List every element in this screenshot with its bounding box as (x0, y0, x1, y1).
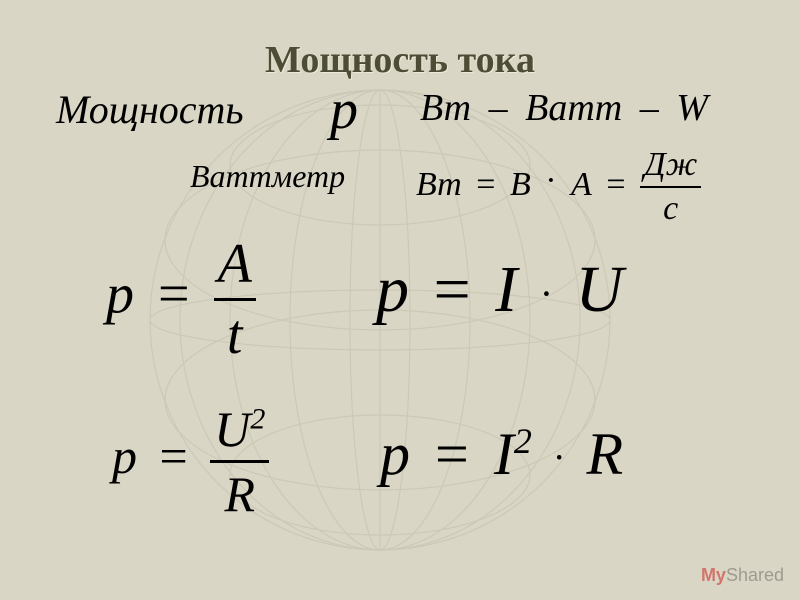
formula-p-u2-r: p = U2 R (112, 400, 269, 523)
equals-1: = (470, 166, 501, 203)
watermark: MyShared (701, 565, 784, 586)
f1-eq: = (148, 263, 200, 325)
f4-r: R (586, 421, 623, 487)
f4-i: I (494, 421, 514, 487)
formula-p-a-over-t: p = A t (106, 232, 256, 367)
symbol-p: p (330, 78, 358, 142)
f4-dot: · (547, 437, 572, 479)
f4-eq: = (425, 421, 479, 487)
page-title: Мощность тока (265, 38, 535, 82)
f2-p: p (376, 253, 409, 326)
f3-eq: = (150, 428, 198, 484)
eq-watt-unit: Вт = В · А = Дж с (416, 146, 701, 228)
f2-eq: = (426, 253, 479, 326)
formula-p-i2r: p = I2 · R (380, 420, 623, 489)
label-wattmeter: Ваттметр (190, 158, 345, 195)
f1-p: p (106, 263, 134, 325)
f3-u: U (214, 401, 250, 457)
f1-num: A (214, 232, 256, 298)
f1-fraction: A t (214, 232, 256, 367)
f2-u: U (576, 253, 624, 326)
dot-1: · (539, 162, 562, 199)
f3-p: p (112, 428, 137, 484)
equals-2: = (600, 166, 631, 203)
unit-vatt: Ватт (525, 87, 622, 129)
unit-watt-expr: Вт – Ватт – W (420, 86, 708, 130)
watermark-prefix: My (701, 565, 726, 585)
f4-p: p (380, 421, 410, 487)
label-power: Мощность (56, 86, 244, 133)
f4-exp: 2 (514, 421, 532, 461)
f3-fraction: U2 R (210, 400, 269, 523)
eq-watt-lhs: Вт (416, 166, 462, 203)
unit-vt: Вт (420, 87, 471, 129)
dash-2: – (632, 87, 667, 129)
f2-i: I (495, 253, 517, 326)
f1-den: t (214, 301, 256, 367)
eq-watt-a: А (571, 166, 592, 203)
frac-num-j: Дж (640, 146, 701, 186)
formula-p-iu: p = I · U (376, 252, 623, 328)
f3-num: U2 (210, 400, 269, 460)
f2-dot: · (534, 271, 559, 316)
frac-den-s: с (640, 188, 701, 228)
slide-content: Мощность тока Мощность p Вт – Ватт – W В… (0, 0, 800, 600)
f3-exp: 2 (250, 402, 265, 435)
fraction-j-s: Дж с (640, 146, 701, 228)
f3-den: R (210, 463, 269, 523)
dash-1: – (481, 87, 516, 129)
watermark-suffix: Shared (726, 565, 784, 585)
eq-watt-v: В (510, 166, 531, 203)
unit-w: W (676, 87, 708, 129)
